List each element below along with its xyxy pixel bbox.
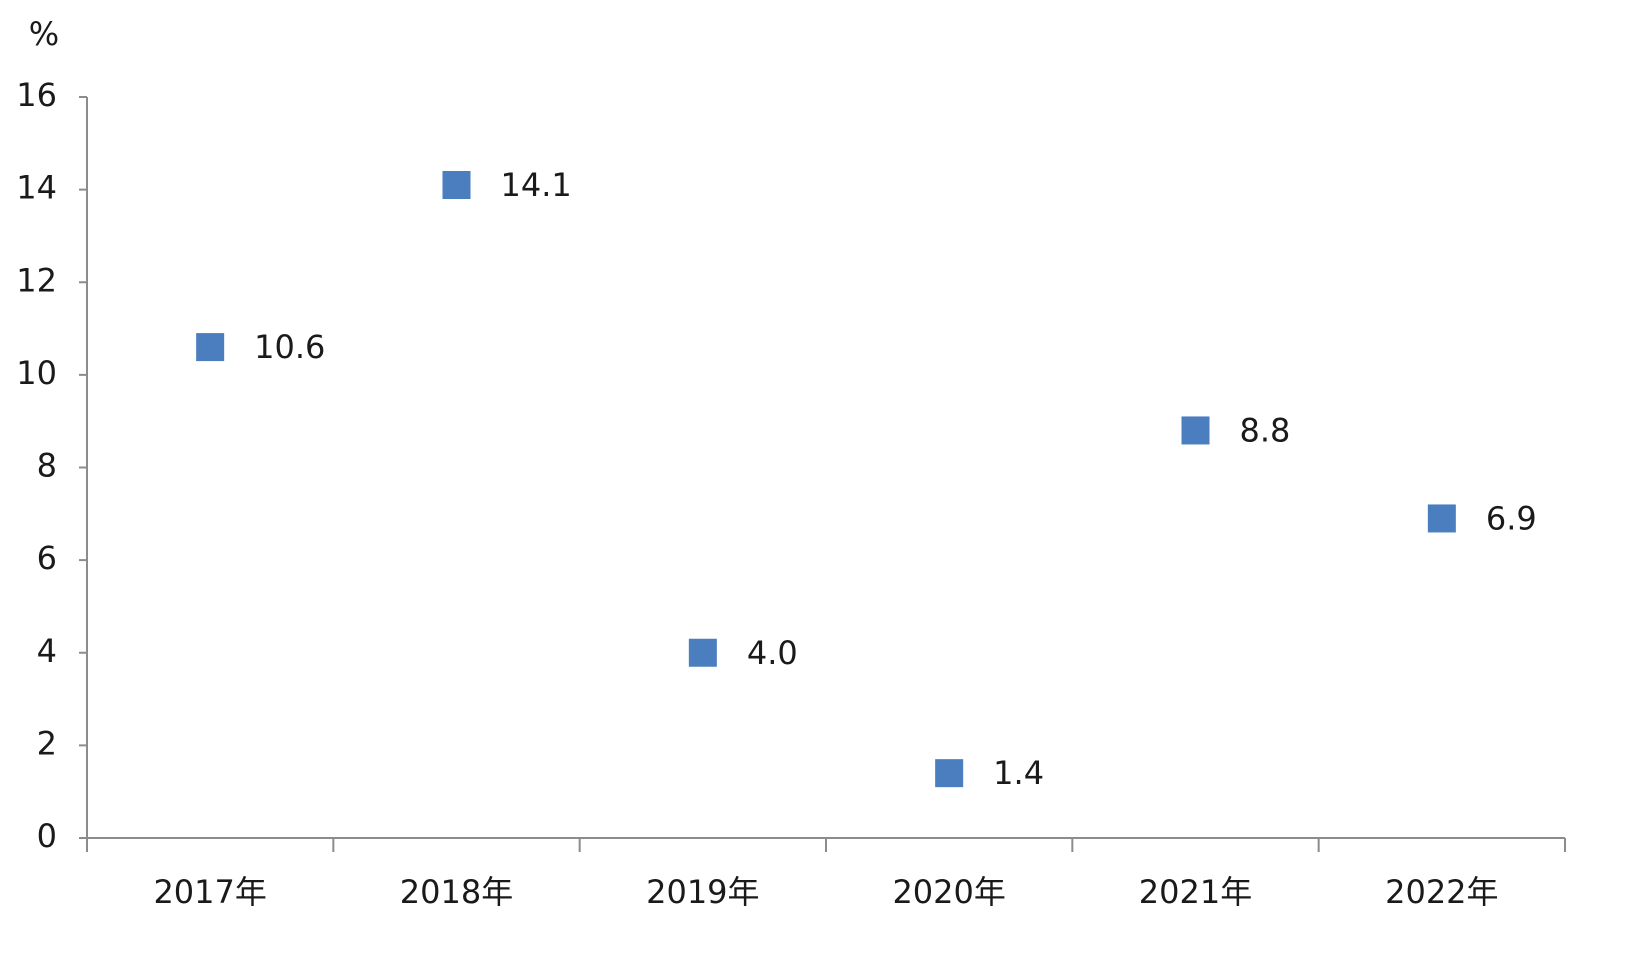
y-axis-unit: %	[29, 15, 59, 53]
y-tick-label: 0	[37, 817, 57, 855]
x-tick-label: 2018年	[400, 873, 513, 911]
y-tick-label: 6	[37, 539, 57, 577]
y-tick-label: 8	[37, 447, 57, 485]
y-tick-label: 4	[37, 632, 57, 670]
y-tick-label: 16	[16, 76, 57, 114]
marker	[196, 333, 225, 362]
marker	[1427, 504, 1456, 533]
x-tick-label: 2019年	[646, 873, 759, 911]
marker	[1181, 416, 1210, 445]
y-tick-label: 2	[37, 724, 57, 762]
marker	[442, 170, 471, 199]
y-tick-label: 12	[16, 261, 57, 299]
x-tick-label: 2017年	[153, 873, 266, 911]
data-label: 4.0	[747, 634, 798, 672]
data-label: 8.8	[1240, 411, 1291, 449]
data-label: 1.4	[993, 754, 1044, 792]
marker	[688, 638, 717, 667]
x-tick-label: 2021年	[1139, 873, 1252, 911]
x-tick-label: 2020年	[892, 873, 1005, 911]
data-label: 6.9	[1486, 499, 1537, 537]
y-tick-label: 10	[16, 354, 57, 392]
data-label: 14.1	[501, 166, 572, 204]
marker	[935, 759, 964, 788]
y-tick-label: 14	[16, 169, 57, 207]
data-label: 10.6	[254, 328, 325, 366]
x-tick-label: 2022年	[1385, 873, 1498, 911]
